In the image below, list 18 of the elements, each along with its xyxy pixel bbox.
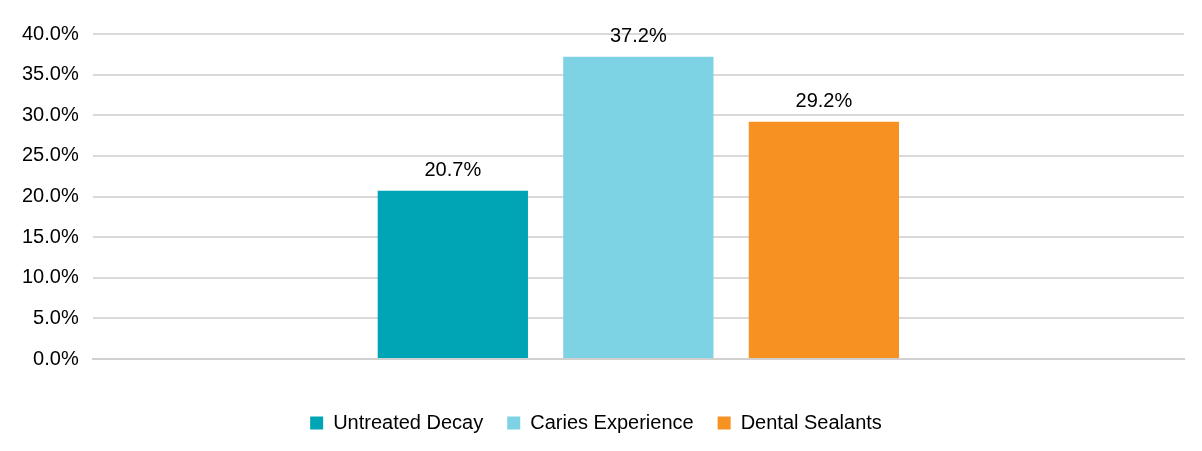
bar [748,121,900,358]
legend-label: Caries Experience [530,410,694,433]
data-label: 20.7% [424,158,482,181]
bar [563,56,714,358]
y-tick-label: 20.0% [21,184,79,207]
legend-label: Untreated Decay [333,410,484,433]
y-tick-label: 25.0% [21,143,79,166]
bar [377,190,528,358]
y-tick-label: 40.0% [21,21,79,44]
y-tick-label: 0.0% [33,346,79,369]
y-tick-label: 30.0% [21,102,79,125]
data-label: 29.2% [795,89,853,112]
y-tick-label: 10.0% [21,265,79,288]
data-label: 37.2% [610,24,667,47]
legend-label: Dental Sealants [740,410,882,433]
y-tick-label: 35.0% [21,62,79,85]
y-tick-label: 5.0% [33,305,79,328]
y-tick-label: 15.0% [21,224,79,247]
